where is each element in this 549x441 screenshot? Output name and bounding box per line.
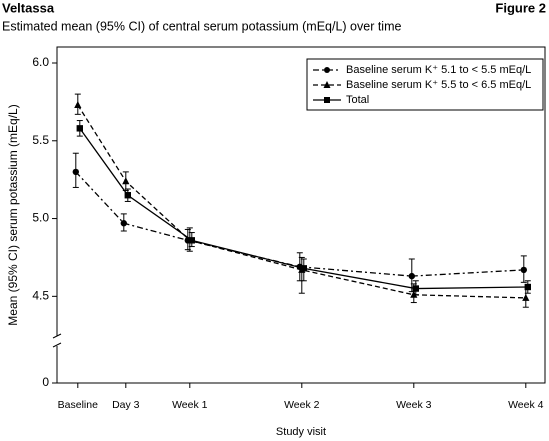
x-tick-label: Week 1 <box>172 399 208 411</box>
x-tick-label: Week 3 <box>396 399 432 411</box>
series-line <box>75 171 524 277</box>
series-line <box>79 127 528 290</box>
marker <box>524 283 531 291</box>
series-line <box>77 104 526 299</box>
y-axis-label: Mean (95% CI) serum potassium (mEq/L) <box>6 104 20 325</box>
marker <box>188 237 195 244</box>
marker <box>408 272 415 280</box>
legend-marker <box>324 97 330 103</box>
marker <box>300 265 307 272</box>
legend-marker <box>323 81 331 88</box>
x-tick-label: Week 4 <box>508 399 544 411</box>
marker <box>120 220 128 227</box>
figure-label: Figure 2 <box>495 0 546 15</box>
axis-break-mark <box>52 333 62 339</box>
marker <box>522 293 530 301</box>
y-tick-label: 0 <box>42 375 49 389</box>
axis-break-gap <box>52 336 62 346</box>
marker <box>76 125 83 132</box>
chart-title: Estimated mean (95% CI) of central serum… <box>2 19 401 33</box>
legend-label: Baseline serum K⁺ 5.5 to < 6.5 mEq/L <box>346 79 531 91</box>
legend-label: Baseline serum K⁺ 5.1 to < 5.5 mEq/L <box>346 64 531 76</box>
x-tick-label: Week 2 <box>284 399 320 411</box>
y-tick-label: 4.5 <box>32 289 49 303</box>
y-tick-label: 5.5 <box>32 133 49 147</box>
axis-break-mark <box>52 342 62 348</box>
legend-box <box>306 58 544 111</box>
y-tick-label: 6.0 <box>32 55 49 69</box>
marker <box>520 266 527 274</box>
legend-label: Total <box>346 94 369 106</box>
marker <box>412 285 419 292</box>
x-axis-label: Study visit <box>276 426 326 438</box>
legend-marker <box>324 67 330 73</box>
x-tick-label: Baseline <box>58 399 98 411</box>
y-tick-label: 5.0 <box>32 211 49 225</box>
x-tick-label: Day 3 <box>112 399 140 411</box>
plot-frame <box>56 46 546 384</box>
marker <box>122 177 130 185</box>
brand: Veltassa <box>2 0 55 15</box>
marker <box>124 192 131 199</box>
marker <box>72 168 80 176</box>
marker <box>74 101 82 108</box>
